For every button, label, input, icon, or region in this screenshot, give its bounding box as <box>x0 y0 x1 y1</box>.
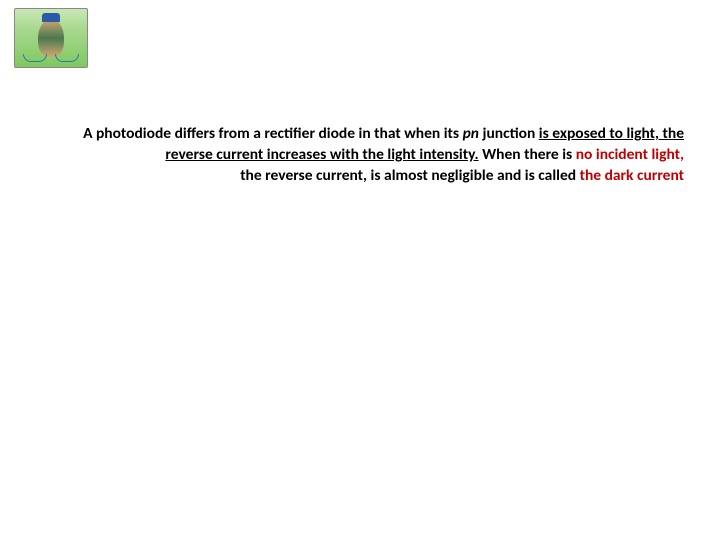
text-segment: A photodiode differs from a rectifier di… <box>83 124 463 143</box>
paragraph-line: the reverse current, is almost negligibl… <box>46 166 684 187</box>
logo-decoration <box>23 54 79 64</box>
text-italic: pn <box>463 124 483 143</box>
logo-figure <box>38 19 64 57</box>
institution-logo <box>14 8 88 68</box>
text-red: the dark current <box>580 166 684 185</box>
text-segment: junction <box>482 124 538 143</box>
text-segment: When there is <box>479 145 576 164</box>
text-red: no incident light, <box>576 145 684 164</box>
paragraph-line: A photodiode differs from a rectifier di… <box>46 124 684 166</box>
text-segment: the reverse current, is almost negligibl… <box>240 166 579 185</box>
slide-text-block: A photodiode differs from a rectifier di… <box>46 124 684 187</box>
